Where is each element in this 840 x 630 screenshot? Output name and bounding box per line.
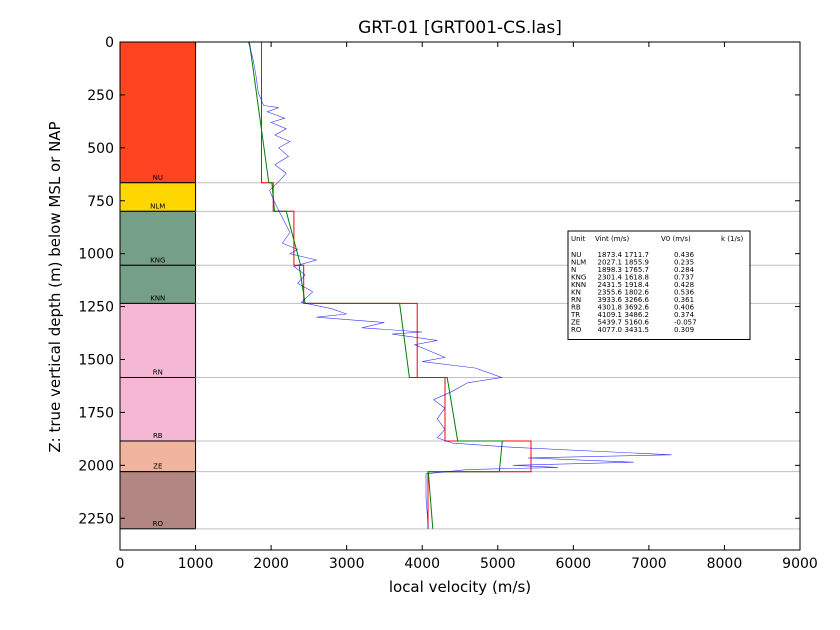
table-cell: 1711.7	[625, 251, 650, 259]
table-cell: 0.428	[674, 281, 694, 289]
table-cell: 2301.4	[598, 274, 623, 282]
y-tick-label: 1750	[78, 405, 114, 421]
log-velocity-line	[248, 41, 672, 529]
x-tick-label: 9000	[782, 556, 818, 572]
unit-block-rn	[119, 302, 197, 378]
linear-velocity-line	[248, 41, 503, 529]
table-cell: 3692.6	[625, 304, 650, 312]
table-cell: 0.406	[674, 304, 695, 312]
x-axis-label: local velocity (m/s)	[389, 578, 531, 596]
table-cell: 1765.7	[625, 266, 650, 274]
table-header-cell: Unit	[571, 235, 586, 243]
unit-label-nlm: NLM	[150, 202, 165, 210]
table-cell: 2027.1	[598, 259, 623, 267]
table-cell: 0.737	[674, 274, 694, 282]
table-cell: KN	[571, 289, 581, 297]
velocity-table-box	[567, 230, 751, 340]
table-cell: ZE	[571, 319, 580, 327]
y-tick-label: 1500	[78, 353, 114, 369]
y-tick-label: 0	[105, 35, 114, 51]
table-cell: 5439.7	[598, 319, 623, 327]
x-tick-label: 3000	[329, 556, 365, 572]
unit-block-kng	[119, 210, 197, 266]
y-tick-label: 750	[87, 194, 114, 210]
x-tick-label: 1000	[178, 556, 214, 572]
table-cell: 1898.3	[598, 266, 623, 274]
y-tick-label: 2000	[78, 458, 114, 474]
stratigraphy-column: NU NLM KNG KNN RN RB ZE RO	[119, 41, 197, 530]
x-tick-label: 8000	[707, 556, 743, 572]
table-cell: RB	[571, 304, 581, 312]
table-cell: KNG	[571, 274, 586, 282]
table-cell: -0.057	[674, 319, 697, 327]
table-cell: 4109.1	[598, 311, 623, 319]
table-cell: RN	[571, 296, 581, 304]
table-cell: 1918.4	[625, 281, 650, 289]
table-cell: 4077.0	[598, 326, 623, 334]
y-tick-label: 250	[87, 88, 114, 104]
table-cell: 1802.6	[625, 289, 650, 297]
x-tick-label: 7000	[631, 556, 667, 572]
table-header-cell: V0 (m/s)	[661, 235, 691, 243]
unit-label-nu: NU	[153, 174, 163, 182]
x-tick-label: 6000	[556, 556, 592, 572]
unit-label-knn: KNN	[150, 294, 165, 302]
unit-label-ro: RO	[153, 520, 164, 528]
x-tick-label: 4000	[404, 556, 440, 572]
x-tick-label: 5000	[480, 556, 516, 572]
table-cell: 1618.8	[625, 274, 650, 282]
table-header-cell: Vint (m/s)	[595, 235, 630, 243]
unit-label-rn: RN	[153, 368, 163, 376]
axis-ticks: 0 1000 2000 3000 4000 5000 6000 7000 8000 9000 0 25…	[78, 35, 817, 572]
table-cell: 5160.6	[625, 319, 650, 327]
table-cell: 3486.2	[625, 311, 650, 319]
table-cell: KNN	[571, 281, 586, 289]
table-cell: RO	[571, 326, 582, 334]
unit-block-knn	[119, 264, 197, 304]
y-tick-label: 500	[87, 141, 114, 157]
unit-block-nu	[119, 41, 197, 184]
table-cell: 1873.4	[598, 251, 623, 259]
unit-block-rb	[119, 376, 197, 442]
unit-label-ze: ZE	[153, 463, 162, 471]
table-cell: N	[571, 266, 576, 274]
table-cell: TR	[570, 311, 580, 319]
velocity-table: Unit Vint (m/s) V0 (m/s) k (1/s) NU 1873.4 171…	[567, 230, 751, 340]
x-tick-label: 2000	[253, 556, 289, 572]
table-cell: 0.284	[674, 266, 695, 274]
table-cell: 3266.6	[625, 296, 650, 304]
table-cell: 3933.6	[598, 296, 623, 304]
x-tick-label: 0	[116, 556, 125, 572]
table-cell: NLM	[571, 259, 586, 267]
table-cell: NU	[571, 251, 581, 259]
table-cell: 3431.5	[625, 326, 650, 334]
chart-title: GRT-01 [GRT001-CS.las]	[358, 18, 562, 38]
table-header-cell: k (1/s)	[721, 235, 743, 243]
table-cell: 0.235	[674, 259, 694, 267]
plot-area-frame	[119, 41, 801, 551]
table-cell: 0.374	[674, 311, 695, 319]
velocity-curves	[248, 41, 672, 529]
table-cell: 0.536	[674, 289, 695, 297]
table-cell: 0.309	[674, 326, 694, 334]
unit-label-rb: RB	[153, 432, 163, 440]
table-cell: 2355.6	[598, 289, 623, 297]
table-cell: 0.361	[674, 296, 694, 304]
table-cell: 1855.9	[625, 259, 650, 267]
y-axis-label: Z: true vertical depth (m) below MSL or …	[46, 121, 64, 452]
table-cell: 0.436	[674, 251, 695, 259]
y-tick-label: 1000	[78, 247, 114, 263]
y-tick-label: 1250	[78, 300, 114, 316]
table-cell: 2431.5	[598, 281, 623, 289]
y-tick-label: 2250	[78, 511, 114, 527]
unit-label-kng: KNG	[150, 256, 165, 264]
table-cell: 4301.8	[598, 304, 623, 312]
